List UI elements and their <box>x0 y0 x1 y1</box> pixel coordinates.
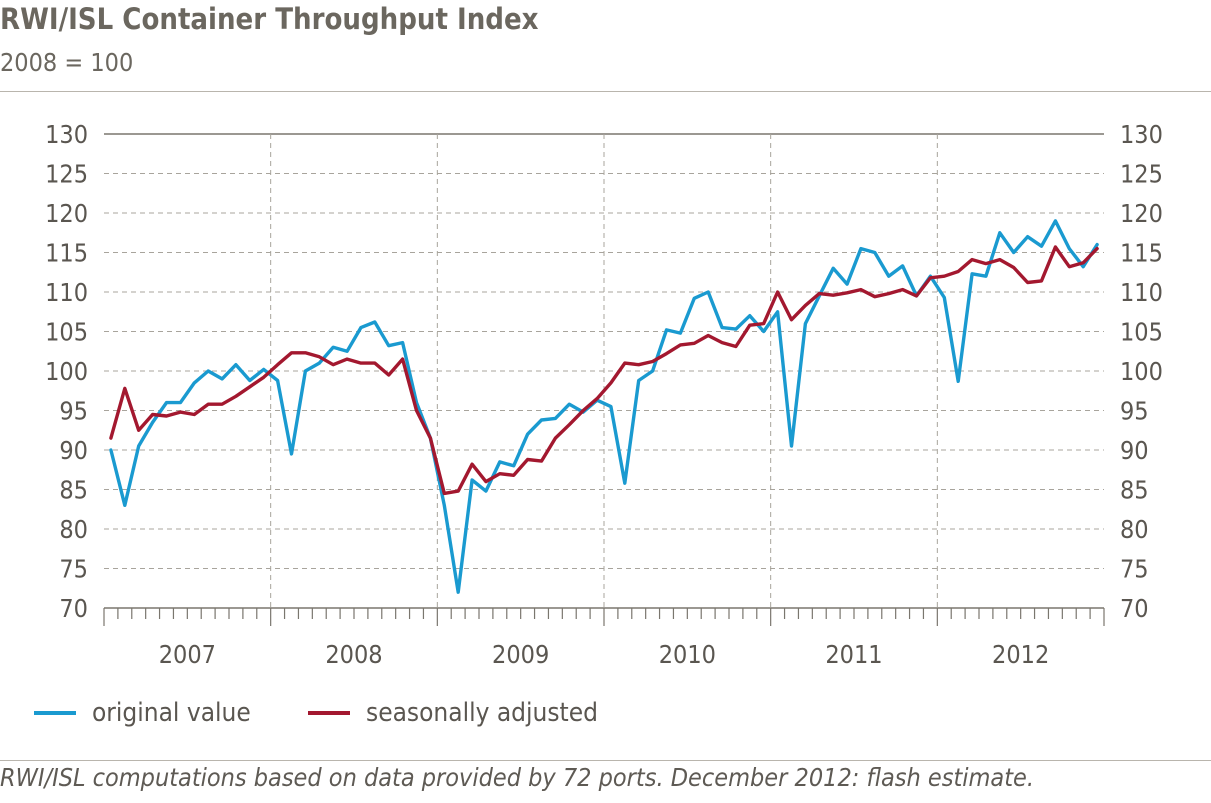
legend-label-original: original value <box>92 698 251 728</box>
y-tick-label-left: 95 <box>59 397 88 426</box>
y-tick-label-right: 115 <box>1120 239 1163 268</box>
series-line-original <box>109 219 1099 594</box>
legend-label-seasonal: seasonally adjusted <box>366 698 598 728</box>
legend-item-seasonal: seasonally adjusted <box>308 698 598 728</box>
y-tick-label-left: 90 <box>59 436 88 465</box>
source-note: RWI/ISL computations based on data provi… <box>0 763 1035 792</box>
legend-swatch-original <box>34 711 76 715</box>
x-tick-label: 2012 <box>992 640 1049 669</box>
y-tick-label-right: 100 <box>1120 357 1163 386</box>
y-tick-label-left: 125 <box>45 160 88 189</box>
legend-swatch-seasonal <box>308 711 350 715</box>
y-tick-label-right: 120 <box>1120 199 1163 228</box>
y-tick-label-left: 70 <box>59 594 88 623</box>
y-tick-label-left: 80 <box>59 515 88 544</box>
y-tick-label-right: 110 <box>1120 278 1163 307</box>
chart-title: RWI/ISL Container Throughput Index <box>0 2 539 36</box>
y-tick-label-right: 125 <box>1120 160 1163 189</box>
x-tick-label: 2007 <box>159 640 216 669</box>
y-tick-label-left: 75 <box>59 555 88 584</box>
y-tick-label-left: 120 <box>45 199 88 228</box>
y-tick-label-right: 80 <box>1120 515 1149 544</box>
bottom-divider <box>0 760 1211 761</box>
y-tick-label-right: 95 <box>1120 397 1149 426</box>
y-tick-label-right: 90 <box>1120 436 1149 465</box>
y-tick-label-left: 130 <box>45 120 88 149</box>
y-tick-label-right: 70 <box>1120 594 1149 623</box>
legend-item-original: original value <box>34 698 251 728</box>
x-tick-label: 2010 <box>659 640 716 669</box>
chart-subtitle: 2008 = 100 <box>0 48 134 77</box>
x-tick-label: 2011 <box>825 640 882 669</box>
y-tick-label-left: 100 <box>45 357 88 386</box>
y-tick-label-left: 85 <box>59 476 88 505</box>
y-tick-label-right: 75 <box>1120 555 1149 584</box>
x-tick-label: 2009 <box>492 640 549 669</box>
y-tick-label-right: 85 <box>1120 476 1149 505</box>
line-chart: 70 70 75 75 80 80 85 85 90 90 95 95 100 100 105 105 110 1… <box>45 120 1163 669</box>
y-tick-label-right: 105 <box>1120 318 1163 347</box>
x-tick-label: 2008 <box>325 640 382 669</box>
top-divider <box>0 91 1211 92</box>
y-tick-label-left: 105 <box>45 318 88 347</box>
y-tick-label-left: 110 <box>45 278 88 307</box>
series-line-seasonal <box>109 245 1099 496</box>
y-tick-label-right: 130 <box>1120 120 1163 149</box>
y-tick-label-left: 115 <box>45 239 88 268</box>
